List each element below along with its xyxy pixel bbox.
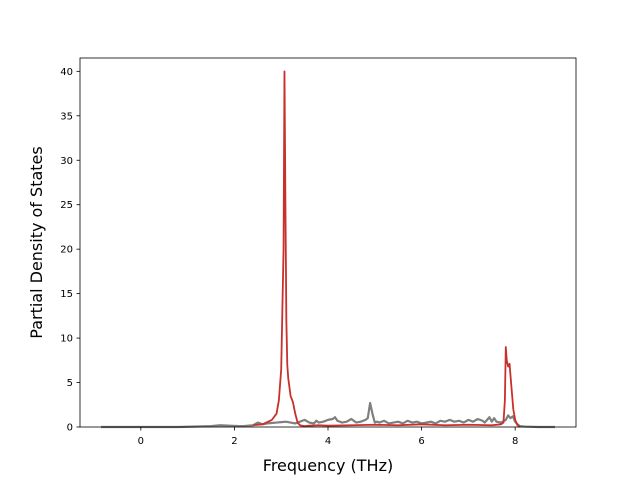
y-tick-label: 10 [60, 334, 73, 345]
y-axis-label: Partial Density of States [27, 146, 46, 338]
y-tick-label: 35 [60, 111, 73, 122]
x-tick-label: 0 [138, 436, 144, 447]
series-line-1 [101, 401, 555, 429]
y-tick-label: 30 [60, 156, 73, 167]
y-tick-label: 20 [60, 245, 73, 256]
x-axis-label: Frequency (THz) [263, 456, 393, 475]
y-axis-ticks: 0 5 10 15 20 25 30 35 40 [60, 67, 80, 434]
x-tick-label: 2 [231, 436, 237, 447]
y-tick-label: 25 [60, 200, 73, 211]
plot-frame [79, 57, 577, 428]
x-tick-label: 4 [325, 436, 331, 447]
x-axis-ticks: 0 2 4 6 8 [138, 427, 518, 447]
series-line-2 [253, 70, 521, 428]
y-tick-label: 5 [67, 378, 73, 389]
y-tick-label: 15 [60, 289, 73, 300]
series-layer [101, 70, 555, 429]
x-tick-label: 6 [418, 436, 424, 447]
y-tick-label: 40 [60, 67, 73, 78]
y-tick-label: 0 [67, 423, 73, 434]
x-tick-label: 8 [512, 436, 518, 447]
